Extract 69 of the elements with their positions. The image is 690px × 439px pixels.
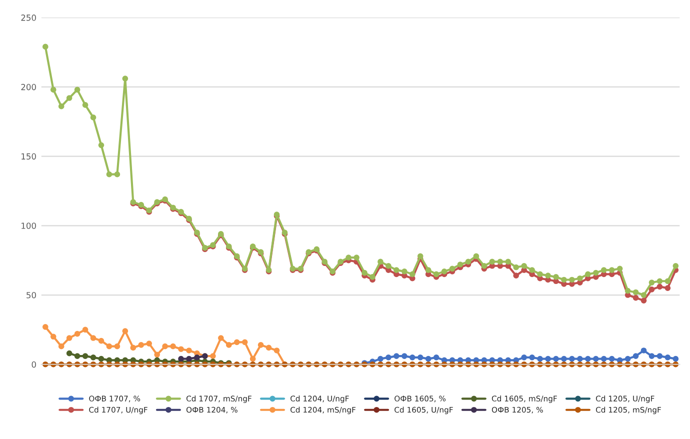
point — [50, 334, 56, 340]
point — [226, 342, 232, 348]
point — [90, 354, 96, 360]
point — [417, 354, 424, 360]
point — [529, 354, 535, 360]
point — [186, 356, 192, 362]
point — [266, 344, 272, 351]
point — [433, 354, 440, 360]
point — [154, 352, 160, 358]
point — [378, 356, 384, 362]
point — [624, 356, 631, 362]
point — [162, 343, 168, 350]
point — [74, 353, 80, 359]
point — [577, 356, 583, 362]
point — [66, 335, 72, 341]
point — [409, 354, 416, 360]
point — [553, 356, 559, 362]
point — [82, 326, 88, 333]
point — [42, 324, 48, 330]
point — [210, 353, 216, 359]
point — [90, 335, 96, 341]
point — [66, 350, 72, 356]
point — [648, 353, 655, 359]
point — [258, 342, 264, 348]
point — [521, 354, 527, 360]
point — [425, 356, 432, 362]
y-tick-label: 0 — [32, 361, 36, 368]
point — [640, 348, 647, 354]
point — [106, 343, 112, 350]
point — [58, 343, 64, 350]
point — [74, 330, 80, 337]
point — [146, 340, 152, 346]
point — [545, 356, 551, 362]
point — [401, 353, 408, 359]
point — [394, 353, 400, 359]
point — [274, 348, 280, 354]
point — [250, 356, 256, 362]
point — [569, 356, 575, 362]
y-tick-label: 100 — [22, 222, 36, 229]
point — [537, 356, 543, 362]
y-tick-label: 150 — [22, 153, 36, 160]
point — [194, 354, 200, 360]
point — [608, 356, 615, 362]
point — [170, 343, 176, 350]
point — [186, 348, 192, 354]
point — [138, 342, 144, 348]
point — [632, 353, 639, 359]
point — [592, 356, 599, 362]
point — [242, 339, 248, 346]
point — [672, 356, 679, 362]
point — [130, 344, 136, 351]
point — [600, 356, 607, 362]
point — [386, 354, 392, 360]
point — [178, 356, 184, 362]
y-tick-label: 200 — [21, 84, 36, 90]
point — [178, 346, 184, 352]
point — [584, 356, 591, 362]
y-tick-label: 250 — [21, 14, 36, 21]
point — [98, 338, 104, 344]
point — [656, 353, 663, 359]
point — [114, 343, 120, 350]
point — [122, 328, 128, 334]
y-tick-label: 50 — [26, 292, 36, 298]
point — [218, 335, 224, 341]
point — [98, 356, 104, 362]
point — [234, 339, 240, 346]
point — [561, 356, 567, 362]
point — [82, 353, 88, 359]
point — [664, 354, 671, 360]
